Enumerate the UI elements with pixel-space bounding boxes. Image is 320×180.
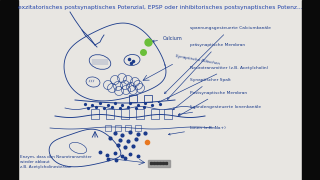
- Bar: [151, 109, 159, 119]
- Bar: [129, 95, 137, 102]
- Bar: [115, 125, 121, 131]
- Text: präsynaptische Membran: präsynaptische Membran: [167, 43, 245, 99]
- Text: Synaptischer Spalt: Synaptischer Spalt: [173, 78, 231, 110]
- Bar: [144, 95, 152, 102]
- Bar: [135, 125, 141, 131]
- Text: spannungsgesteuerte Calciumkanäle: spannungsgesteuerte Calciumkanäle: [164, 26, 271, 94]
- Bar: [105, 125, 111, 131]
- Text: Enzym, dass den Neurotransmitter
wieder abbaut
z.B. Acetylcholinesterase: Enzym, dass den Neurotransmitter wieder …: [20, 155, 92, 169]
- Bar: [121, 109, 129, 119]
- Text: Neurotransmitter (z.B. Acetylcholin): Neurotransmitter (z.B. Acetylcholin): [158, 66, 268, 102]
- Bar: [125, 125, 131, 131]
- Bar: [91, 109, 99, 119]
- Bar: [164, 109, 172, 119]
- Bar: [302, 0, 320, 180]
- Bar: [0, 0, 18, 180]
- Text: ligandengesteuerte Ionenkanäle: ligandengesteuerte Ionenkanäle: [179, 105, 261, 115]
- Text: Ionen (z.B. Na+): Ionen (z.B. Na+): [168, 126, 226, 135]
- Text: Postsynaptische Membran: Postsynaptische Membran: [178, 91, 247, 116]
- Text: Calcium: Calcium: [152, 35, 183, 42]
- Bar: [136, 109, 144, 119]
- Text: exzitatorisches postsynaptisches Potenzial, EPSP oder inhibitorisches postsynapt: exzitatorisches postsynaptisches Potenzi…: [18, 5, 302, 10]
- Text: Synaptische Bläschen: Synaptische Bläschen: [175, 54, 220, 66]
- Bar: [106, 109, 114, 119]
- Bar: [148, 160, 170, 167]
